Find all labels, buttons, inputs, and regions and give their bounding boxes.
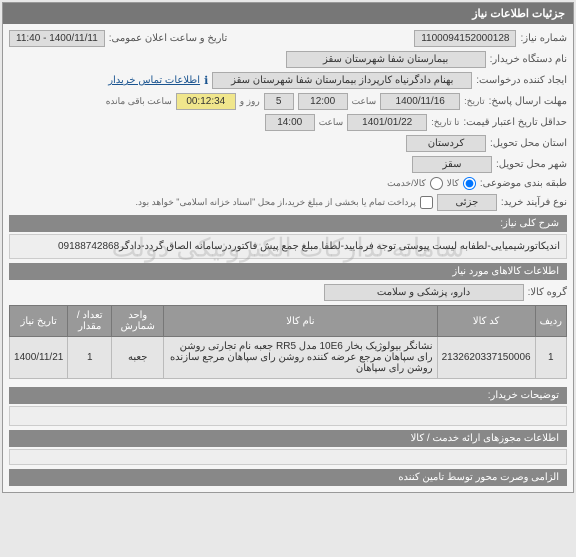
th-qty: تعداد / مقدار [68, 306, 112, 337]
label-process: نوع فرآیند خرید: [501, 197, 567, 208]
cell-date: 1400/11/21 [10, 337, 68, 379]
section-attachments: الزامی وصرت محور توسط تامین کننده [9, 469, 567, 486]
items-table: ردیف کد کالا نام کالا واحد شمارش تعداد /… [9, 305, 567, 379]
field-process: جزئی [437, 194, 497, 211]
panel-title: جزئیات اطلاعات نیاز [3, 3, 573, 24]
cell-name: نشانگر بیولوژیک بخار 10E6 مدل RR5 جعبه ن… [164, 337, 437, 379]
field-city: سقز [412, 156, 492, 173]
row-deadline: مهلت ارسال پاسخ: تاریخ: 1400/11/16 ساعت … [9, 93, 567, 110]
field-province: کردستان [406, 135, 486, 152]
label-date: تاریخ: [464, 96, 484, 107]
buyer-notes-box [9, 406, 567, 426]
field-good-group: دارو، پزشکی و سلامت [324, 284, 524, 301]
field-buyer: بیمارستان شفا شهرستان سقز [286, 51, 486, 68]
label-creator: ایجاد کننده درخواست: [476, 75, 567, 86]
th-code: کد کالا [437, 306, 535, 337]
table-header-row: ردیف کد کالا نام کالا واحد شمارش تعداد /… [10, 306, 567, 337]
panel-body: شماره نیاز: 1100094152000128 تاریخ و ساع… [3, 24, 573, 492]
th-date: تاریخ نیاز [10, 306, 68, 337]
cell-row: 1 [535, 337, 566, 379]
table-row[interactable]: 1 2132620337150006 نشانگر بیولوژیک بخار … [10, 337, 567, 379]
label-city: شهر محل تحویل: [496, 159, 567, 170]
payment-note: پرداخت تمام یا بخشی از مبلغ خرید،از محل … [135, 197, 415, 208]
label-validity: حداقل تاریخ اعتبار قیمت: [463, 117, 567, 128]
cell-code: 2132620337150006 [437, 337, 535, 379]
section-items-title: اطلاعات کالاهای مورد نیاز [9, 263, 567, 280]
field-announce-date: 1400/11/11 - 11:40 [9, 30, 105, 47]
label-announce-date: تاریخ و ساعت اعلان عمومی: [109, 33, 228, 44]
row-city: شهر محل تحویل: سقز [9, 156, 567, 173]
label-good-group: گروه کالا: [528, 287, 567, 298]
checkbox-payment[interactable] [420, 196, 433, 209]
info-icon: ℹ [204, 74, 208, 87]
field-creator: بهنام دادگرنیاه کارپرداز بیمارستان شفا ش… [212, 72, 472, 89]
row-creator: ایجاد کننده درخواست: بهنام دادگرنیاه کار… [9, 72, 567, 89]
field-deadline-time: 12:00 [298, 93, 348, 110]
label-remaining: ساعت باقی مانده [106, 96, 172, 107]
radio-cat2-label: کالا/خدمت [387, 178, 426, 189]
label-category: طبقه بندی موضوعی: [480, 178, 567, 189]
field-need-no: 1100094152000128 [414, 30, 516, 47]
label-until: تا تاریخ: [431, 117, 459, 128]
section-buyer-notes: توضیحات خریدار: [9, 387, 567, 404]
th-row: ردیف [535, 306, 566, 337]
field-countdown: 00:12:34 [176, 93, 236, 110]
field-days: 5 [264, 93, 294, 110]
field-deadline-date: 1400/11/16 [380, 93, 460, 110]
th-name: نام کالا [164, 306, 437, 337]
service-perms-box [9, 449, 567, 465]
section-desc-title: شرح کلی نیاز: [9, 215, 567, 232]
th-unit: واحد شمارش [112, 306, 164, 337]
row-province: استان محل تحویل: کردستان [9, 135, 567, 152]
label-province: استان محل تحویل: [490, 138, 567, 149]
cell-unit: جعبه [112, 337, 164, 379]
row-good-group: گروه کالا: دارو، پزشکی و سلامت [9, 284, 567, 301]
field-validity-time: 14:00 [265, 114, 315, 131]
row-validity: حداقل تاریخ اعتبار قیمت: تا تاریخ: 1401/… [9, 114, 567, 131]
contact-link[interactable]: اطلاعات تماس خریدار [108, 75, 200, 86]
label-time2: ساعت [319, 117, 344, 128]
details-panel: جزئیات اطلاعات نیاز شماره نیاز: 11000941… [2, 2, 574, 493]
description-text: اندیکاتورشیمیایی-لطفابه لیست پیوستی توجه… [9, 234, 567, 259]
radio-cat1-label: کالا [447, 178, 459, 189]
radio-cat1[interactable] [463, 177, 476, 190]
row-need-no: شماره نیاز: 1100094152000128 تاریخ و ساع… [9, 30, 567, 47]
row-buyer: نام دستگاه خریدار: بیمارستان شفا شهرستان… [9, 51, 567, 68]
cell-qty: 1 [68, 337, 112, 379]
row-process: نوع فرآیند خرید: جزئی پرداخت تمام یا بخش… [9, 194, 567, 211]
row-category: طبقه بندی موضوعی: کالا کالا/خدمت [9, 177, 567, 190]
radio-cat2[interactable] [430, 177, 443, 190]
label-day-word: روز و [240, 96, 260, 107]
label-deadline: مهلت ارسال پاسخ: [489, 96, 567, 107]
section-service-perms: اطلاعات مجوزهای ارائه خدمت / کالا [9, 430, 567, 447]
field-validity-date: 1401/01/22 [347, 114, 427, 131]
label-time: ساعت [352, 96, 377, 107]
label-need-no: شماره نیاز: [520, 33, 567, 44]
label-buyer: نام دستگاه خریدار: [490, 54, 567, 65]
